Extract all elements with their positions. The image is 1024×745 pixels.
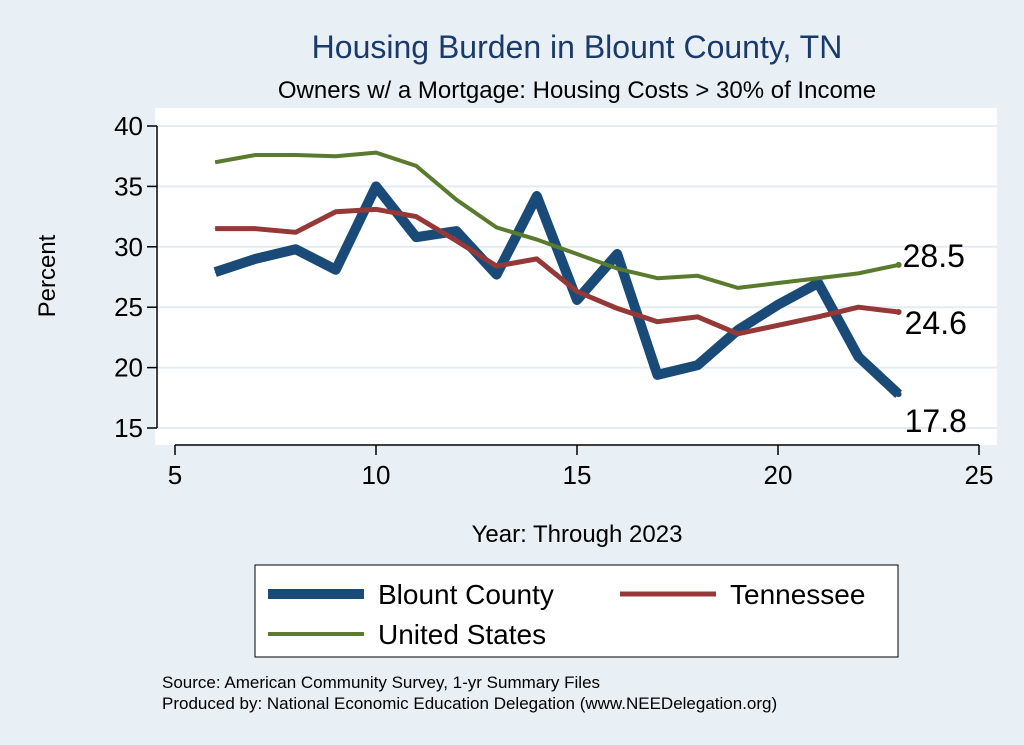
legend-label-tennessee: Tennessee: [730, 579, 865, 610]
data-point-tennessee: [415, 216, 417, 218]
data-point-united-states: [616, 268, 618, 270]
data-point-united-states: [656, 277, 658, 279]
data-point-united-states: [295, 154, 297, 156]
x-tick-label: 5: [168, 460, 182, 490]
end-labels: 17.8 24.6 28.5: [903, 238, 967, 439]
x-tick-label: 10: [362, 460, 391, 490]
data-point-united-states: [737, 287, 739, 289]
legend-label-blount-county: Blount County: [378, 579, 554, 610]
data-point-united-states: [536, 239, 538, 241]
x-tick-label: 25: [965, 460, 994, 490]
x-tick-labels: 5 10 15 20 25: [168, 460, 994, 490]
data-point-blount-county: [536, 195, 538, 197]
end-marker-tennessee: [895, 309, 902, 316]
data-point-united-states: [335, 155, 337, 157]
y-tick-label: 40: [114, 111, 143, 141]
end-label-blount-county: 17.8: [905, 403, 967, 439]
y-tick-label: 25: [114, 292, 143, 322]
data-point-united-states: [777, 282, 779, 284]
legend: Blount County Tennessee United States: [268, 579, 865, 650]
data-point-blount-county: [214, 271, 216, 273]
data-point-united-states: [214, 161, 216, 163]
data-point-blount-county: [777, 304, 779, 306]
series-layer: [213, 150, 903, 398]
series-line-tennessee: [215, 206, 899, 337]
data-point-tennessee: [335, 211, 337, 213]
data-point-blount-county: [656, 374, 658, 376]
data-point-tennessee: [214, 228, 216, 230]
y-tick-labels: 15 20 25 30 35 40: [114, 111, 143, 443]
data-point-blount-county: [375, 185, 377, 187]
y-tick-label: 30: [114, 232, 143, 262]
data-point-tennessee: [656, 321, 658, 323]
y-tick-label: 20: [114, 353, 143, 383]
y-tick-label: 35: [114, 171, 143, 201]
data-point-united-states: [857, 272, 859, 274]
data-point-tennessee: [616, 307, 618, 309]
data-point-blount-county: [455, 230, 457, 232]
x-tick-label: 20: [764, 460, 793, 490]
data-point-tennessee: [254, 228, 256, 230]
data-point-blount-county: [254, 258, 256, 260]
data-point-blount-county: [616, 253, 618, 255]
produced-by-note: Produced by: National Economic Education…: [162, 694, 777, 713]
data-point-united-states: [817, 277, 819, 279]
data-point-blount-county: [697, 364, 699, 366]
chart-title: Housing Burden in Blount County, TN: [312, 29, 843, 65]
y-axis-label: Percent: [34, 234, 61, 317]
end-label-united-states: 28.5: [903, 238, 965, 274]
legend-box: [254, 564, 899, 658]
data-point-united-states: [496, 226, 498, 228]
data-point-tennessee: [576, 290, 578, 292]
data-point-united-states: [375, 152, 377, 154]
data-point-united-states: [455, 199, 457, 201]
data-point-united-states: [576, 253, 578, 255]
data-point-tennessee: [857, 306, 859, 308]
data-point-tennessee: [375, 208, 377, 210]
data-point-tennessee: [817, 316, 819, 318]
source-note: Source: American Community Survey, 1-yr …: [162, 673, 600, 692]
plot-area: [155, 108, 997, 445]
data-point-united-states: [697, 275, 699, 277]
data-point-blount-county: [576, 299, 578, 301]
data-point-blount-county: [415, 236, 417, 238]
data-point-blount-county: [496, 274, 498, 276]
x-axis-label: Year: Through 2023: [472, 521, 683, 548]
data-point-blount-county: [335, 269, 337, 271]
end-marker-blount-county: [895, 391, 902, 398]
end-marker-united-states: [895, 261, 902, 268]
data-point-blount-county: [817, 282, 819, 284]
data-point-tennessee: [737, 333, 739, 335]
data-point-tennessee: [697, 316, 699, 318]
series-line-united-states: [214, 150, 900, 290]
data-point-blount-county: [295, 248, 297, 250]
data-point-blount-county: [737, 329, 739, 331]
legend-label-united-states: United States: [378, 619, 546, 650]
data-point-tennessee: [295, 231, 297, 233]
data-point-united-states: [254, 154, 256, 156]
data-point-tennessee: [777, 324, 779, 326]
chart-subtitle: Owners w/ a Mortgage: Housing Costs > 30…: [278, 77, 876, 104]
data-point-united-states: [415, 165, 417, 167]
data-point-blount-county: [857, 356, 859, 358]
data-point-tennessee: [536, 258, 538, 260]
axes: [147, 125, 980, 455]
y-tick-label: 15: [114, 413, 143, 443]
data-point-tennessee: [496, 265, 498, 267]
end-label-tennessee: 24.6: [905, 305, 967, 341]
data-point-tennessee: [455, 240, 457, 242]
x-tick-label: 15: [563, 460, 592, 490]
